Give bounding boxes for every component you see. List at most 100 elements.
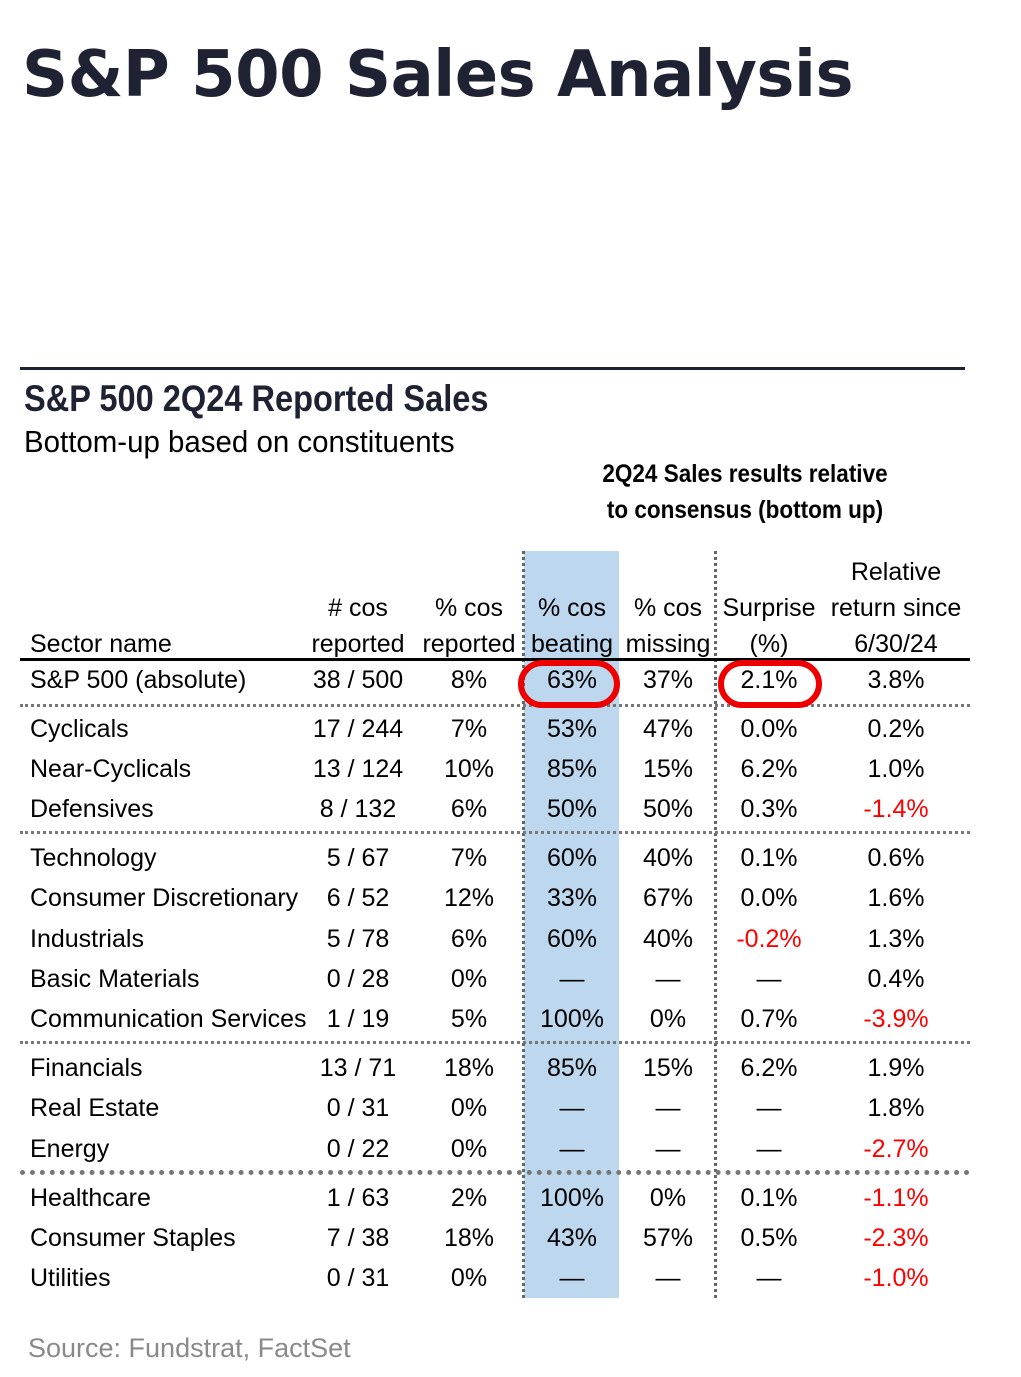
cell-reported: 6 / 52 bbox=[326, 884, 390, 912]
cell-pct-reported: 6% bbox=[450, 925, 488, 953]
cell-missing: 15% bbox=[642, 1054, 694, 1082]
header-rule bbox=[20, 658, 970, 661]
cell-surprise: 0.1% bbox=[740, 844, 798, 872]
cell-beating: 60% bbox=[546, 925, 598, 953]
cell-reported: 38 / 500 bbox=[312, 666, 404, 694]
row-label: Financials bbox=[30, 1054, 143, 1082]
cell-beating: — bbox=[559, 1094, 585, 1122]
highlight-circle-surprise bbox=[718, 660, 822, 708]
cell-surprise: 0.7% bbox=[740, 1005, 798, 1033]
column-header-line: Sector name bbox=[30, 630, 172, 658]
cell-surprise: — bbox=[756, 1264, 782, 1292]
column-divider bbox=[522, 551, 525, 1298]
cell-relative: 0.6% bbox=[867, 844, 925, 872]
cell-surprise: — bbox=[756, 965, 782, 993]
table-title: S&P 500 2Q24 Reported Sales bbox=[24, 378, 489, 419]
cell-relative: 1.9% bbox=[867, 1054, 925, 1082]
group-separator bbox=[20, 1170, 970, 1175]
cell-reported: 13 / 124 bbox=[312, 755, 404, 783]
column-header-line: reported bbox=[311, 630, 405, 658]
cell-relative: -2.3% bbox=[863, 1224, 929, 1252]
group-separator bbox=[20, 704, 970, 707]
cell-pct-reported: 18% bbox=[443, 1224, 495, 1252]
cell-pct-reported: 12% bbox=[443, 884, 495, 912]
cell-beating: — bbox=[559, 1264, 585, 1292]
row-label: S&P 500 (absolute) bbox=[30, 666, 247, 694]
column-header-line: % cos bbox=[633, 594, 703, 622]
column-header-line: % cos bbox=[434, 594, 504, 622]
cell-relative: 1.3% bbox=[867, 925, 925, 953]
cell-beating: — bbox=[559, 1135, 585, 1163]
row-label: Healthcare bbox=[30, 1184, 151, 1212]
row-label: Near-Cyclicals bbox=[30, 755, 192, 783]
row-label: Industrials bbox=[30, 925, 144, 953]
cell-missing: — bbox=[655, 965, 681, 993]
cell-pct-reported: 0% bbox=[450, 1094, 488, 1122]
column-header-line: # cos bbox=[328, 594, 388, 622]
row-label: Basic Materials bbox=[30, 965, 200, 993]
cell-pct-reported: 0% bbox=[450, 1135, 488, 1163]
cell-relative: 0.4% bbox=[867, 965, 925, 993]
cell-beating: 43% bbox=[546, 1224, 598, 1252]
row-label: Communication Services bbox=[30, 1005, 307, 1033]
title-divider bbox=[20, 367, 965, 370]
group-header-line1: 2Q24 Sales results relative bbox=[602, 460, 888, 488]
cell-surprise: — bbox=[756, 1094, 782, 1122]
cell-pct-reported: 7% bbox=[450, 844, 488, 872]
row-label: Utilities bbox=[30, 1264, 111, 1292]
cell-pct-reported: 6% bbox=[450, 795, 488, 823]
cell-reported: 7 / 38 bbox=[326, 1224, 390, 1252]
cell-reported: 0 / 22 bbox=[326, 1135, 390, 1163]
cell-pct-reported: 0% bbox=[450, 965, 488, 993]
cell-missing: 50% bbox=[642, 795, 694, 823]
cell-pct-reported: 5% bbox=[450, 1005, 488, 1033]
cell-missing: — bbox=[655, 1264, 681, 1292]
cell-missing: 0% bbox=[649, 1184, 687, 1212]
cell-beating: 85% bbox=[546, 755, 598, 783]
column-header-line: Surprise bbox=[722, 594, 816, 622]
group-separator bbox=[20, 1041, 970, 1044]
group-separator bbox=[20, 831, 970, 834]
row-label: Consumer Discretionary bbox=[30, 884, 299, 912]
row-label: Energy bbox=[30, 1135, 110, 1163]
cell-pct-reported: 18% bbox=[443, 1054, 495, 1082]
cell-reported: 1 / 63 bbox=[326, 1184, 390, 1212]
cell-surprise: 0.5% bbox=[740, 1224, 798, 1252]
cell-surprise: 6.2% bbox=[740, 1054, 798, 1082]
column-header-line: missing bbox=[625, 630, 711, 658]
row-label: Defensives bbox=[30, 795, 154, 823]
cell-reported: 13 / 71 bbox=[319, 1054, 397, 1082]
cell-pct-reported: 10% bbox=[443, 755, 495, 783]
table-subtitle: Bottom-up based on constituents bbox=[24, 424, 455, 459]
cell-missing: 67% bbox=[642, 884, 694, 912]
cell-missing: — bbox=[655, 1094, 681, 1122]
cell-beating: 53% bbox=[546, 715, 598, 743]
row-label: Consumer Staples bbox=[30, 1224, 236, 1252]
cell-surprise: 0.0% bbox=[740, 884, 798, 912]
column-header-line: return since bbox=[830, 594, 962, 622]
column-header-line: 6/30/24 bbox=[854, 630, 938, 658]
row-label: Cyclicals bbox=[30, 715, 129, 743]
source-note: Source: Fundstrat, FactSet bbox=[28, 1333, 351, 1363]
cell-missing: 0% bbox=[649, 1005, 687, 1033]
cell-relative: 1.8% bbox=[867, 1094, 925, 1122]
cell-surprise: 0.3% bbox=[740, 795, 798, 823]
cell-missing: 47% bbox=[642, 715, 694, 743]
cell-surprise: 6.2% bbox=[740, 755, 798, 783]
cell-missing: 15% bbox=[642, 755, 694, 783]
cell-pct-reported: 2% bbox=[450, 1184, 488, 1212]
column-divider bbox=[714, 551, 717, 1298]
cell-missing: 40% bbox=[642, 925, 694, 953]
cell-beating: 100% bbox=[540, 1184, 604, 1212]
cell-beating: 63% bbox=[546, 666, 598, 694]
cell-surprise: 2.1% bbox=[740, 666, 798, 694]
cell-reported: 17 / 244 bbox=[312, 715, 404, 743]
cell-relative: -1.1% bbox=[863, 1184, 929, 1212]
group-header-line2: to consensus (bottom up) bbox=[606, 496, 884, 524]
cell-surprise: 0.1% bbox=[740, 1184, 798, 1212]
cell-relative: -1.4% bbox=[863, 795, 929, 823]
cell-surprise: -0.2% bbox=[736, 925, 802, 953]
cell-relative: 0.2% bbox=[867, 715, 925, 743]
row-label: Real Estate bbox=[30, 1094, 160, 1122]
